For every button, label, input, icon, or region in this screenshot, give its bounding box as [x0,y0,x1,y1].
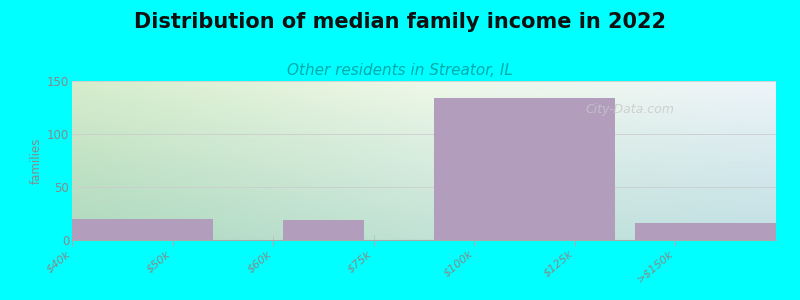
Bar [635,223,800,240]
Bar [32,219,213,240]
Text: City-Data.com: City-Data.com [586,103,674,116]
Bar [283,220,364,240]
Text: Distribution of median family income in 2022: Distribution of median family income in … [134,12,666,32]
Bar [434,98,615,240]
Y-axis label: families: families [30,137,43,184]
Text: Other residents in Streator, IL: Other residents in Streator, IL [287,63,513,78]
